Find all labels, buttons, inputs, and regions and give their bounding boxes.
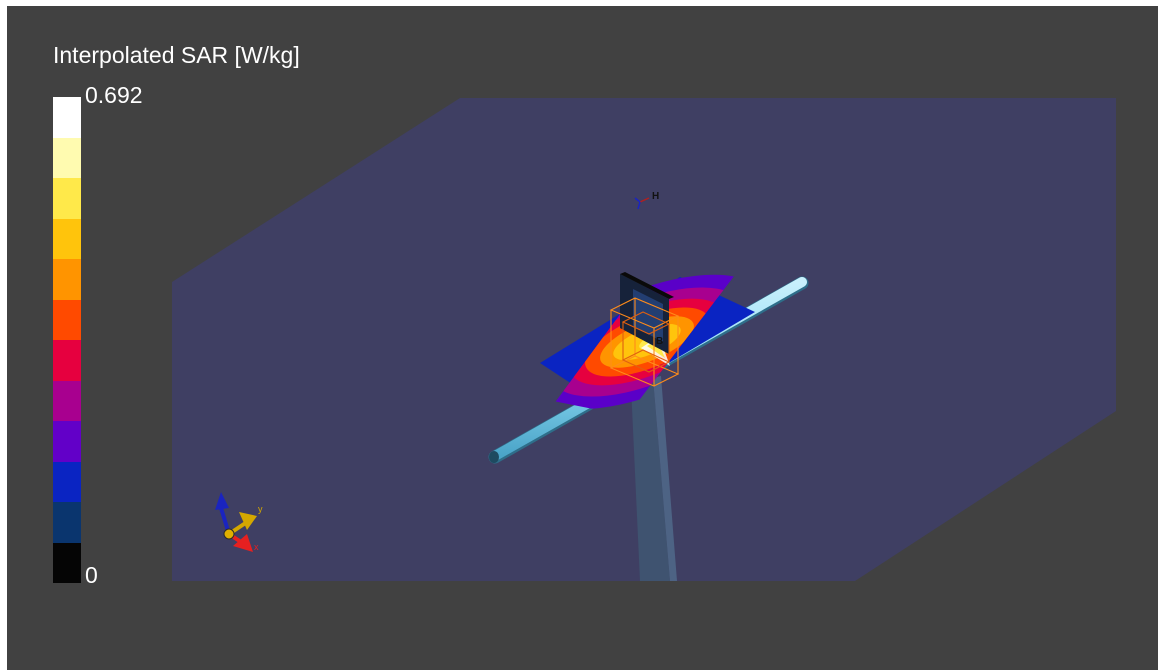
sensor-triad-icon	[634, 197, 650, 210]
legend-title: Interpolated SAR [W/kg]	[53, 42, 300, 68]
axis-y-label: y	[258, 504, 263, 514]
color-scale-band	[53, 97, 81, 138]
color-scale-band	[53, 137, 81, 178]
sar-scene[interactable]	[7, 6, 1158, 670]
sensor-panel	[620, 272, 674, 354]
source-bounding-box	[609, 297, 680, 387]
axis-x-label: x	[254, 542, 259, 552]
color-scale-band	[53, 340, 81, 381]
color-scale-bar	[53, 97, 81, 583]
color-scale-band	[53, 542, 81, 583]
color-scale-band	[53, 502, 81, 543]
legend-max-value: 0.692	[85, 82, 143, 108]
source-label: B	[656, 336, 664, 347]
legend-min-value: 0	[85, 562, 98, 588]
color-scale-band	[53, 259, 81, 300]
3d-viewport[interactable]: H B y x Interpolated SAR [W/kg] 0.692 0	[7, 6, 1158, 670]
color-scale-band	[53, 380, 81, 421]
color-scale-band	[53, 178, 81, 219]
color-scale-band	[53, 299, 81, 340]
color-scale-band	[53, 218, 81, 259]
axes-triad[interactable]	[215, 492, 257, 552]
color-scale-band	[53, 421, 81, 462]
support-pillar	[631, 376, 677, 581]
color-scale-band	[53, 461, 81, 502]
sensor-label: H	[652, 191, 660, 202]
